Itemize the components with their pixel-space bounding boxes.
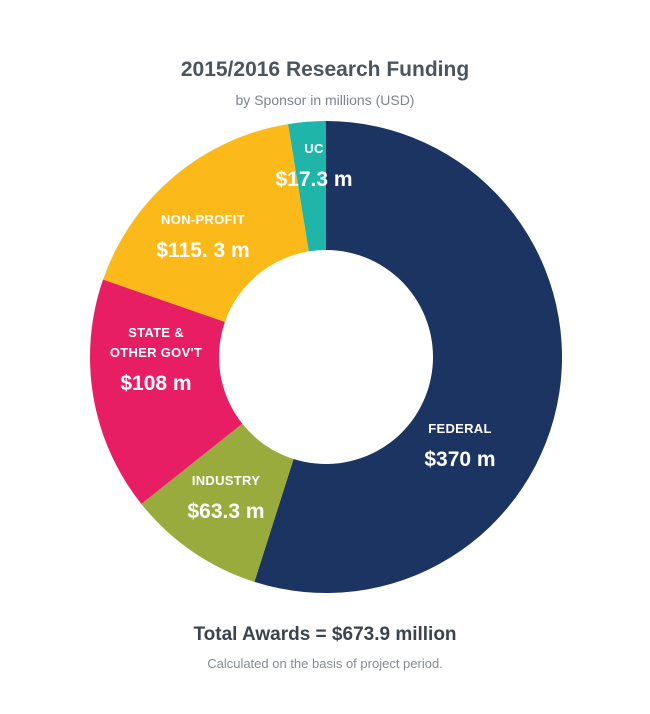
slice-state-other-gov-t <box>89 279 243 505</box>
slice-label-non-profit: NON-PROFIT <box>161 212 245 227</box>
slice-label-federal: FEDERAL <box>428 421 492 436</box>
slice-uc <box>288 121 326 252</box>
slice-value-state-other-gov-t: $108 m <box>120 372 191 395</box>
calculation-note: Calculated on the basis of project perio… <box>207 656 443 671</box>
slice-federal <box>254 121 562 593</box>
slice-value-uc: $17.3 m <box>275 168 352 191</box>
slice-label-industry: INDUSTRY <box>192 473 260 488</box>
slice-value-industry: $63.3 m <box>187 500 264 523</box>
total-awards: Total Awards = $673.9 million <box>193 624 457 645</box>
slice-non-profit <box>103 124 309 322</box>
slice-value-federal: $370 m <box>424 448 495 471</box>
slice-label-state-other-gov-t: STATE & <box>128 325 184 340</box>
slice-value-non-profit: $115. 3 m <box>156 239 249 262</box>
slice-industry <box>141 423 294 582</box>
chart-subtitle: by Sponsor in millions (USD) <box>235 92 415 108</box>
slice-label-uc: UC <box>304 141 324 156</box>
chart-title: 2015/2016 Research Funding <box>180 58 470 81</box>
slice-label-state-other-gov-t: OTHER GOV'T <box>110 345 202 360</box>
